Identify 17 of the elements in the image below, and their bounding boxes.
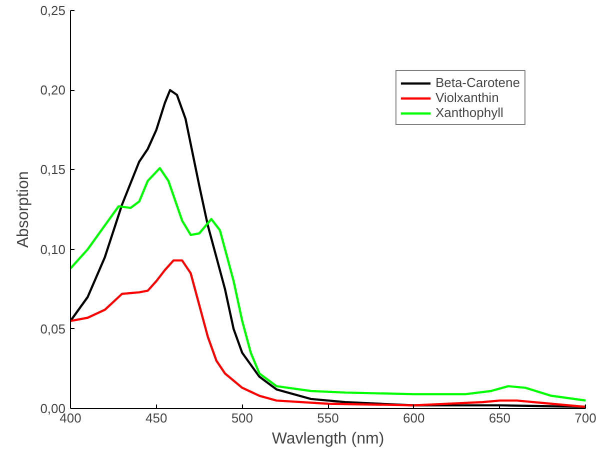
x-tick-label: 650 [488,410,511,426]
x-axis-title: Wavlength (nm) [272,430,384,448]
y-tick-label: 0,20 [40,82,66,98]
legend-label: Violxanthin [435,90,499,105]
line-series [70,167,586,402]
x-tick-label: 600 [402,410,425,426]
x-tick-label: 450 [145,410,168,426]
x-tick-label: 550 [317,410,339,426]
legend-label: Xanthophyll [435,105,504,120]
x-tick-label: 700 [574,410,596,426]
y-tick-label: 0,10 [40,242,66,257]
y-tick-label: 0,25 [40,3,66,18]
y-tick-label: 0,05 [40,321,66,336]
x-tick-label: 500 [231,410,254,426]
y-tick-label: 0,15 [40,162,66,178]
legend-label: Beta-Carotene [435,75,520,90]
y-axis-title: Absorption [15,171,32,248]
